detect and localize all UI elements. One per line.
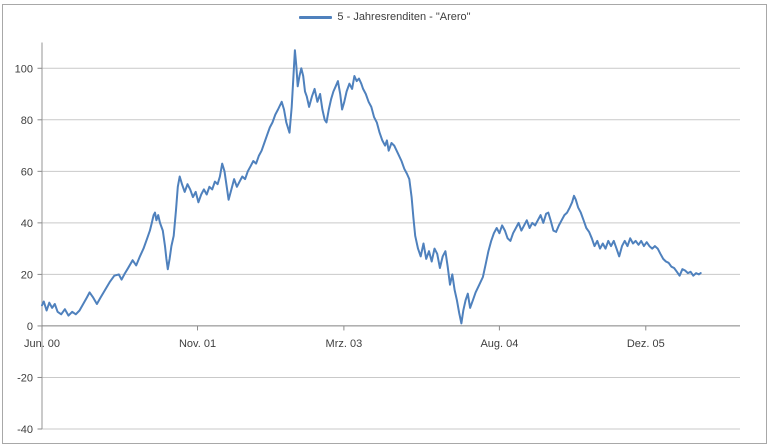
x-tick-label: Jun. 00: [24, 338, 60, 350]
legend[interactable]: 5 - Jahresrenditen - "Arero": [0, 10, 770, 24]
y-tick-label: 100: [15, 63, 33, 75]
y-tick-label: 80: [21, 115, 33, 127]
legend-line-marker: [299, 15, 333, 19]
y-tick-label: 0: [27, 321, 33, 333]
x-tick-label: Aug. 04: [480, 338, 518, 350]
chart-border: [2, 4, 767, 444]
y-tick-label: 20: [21, 269, 33, 281]
x-tick-label: Dez. 05: [627, 338, 665, 350]
legend-label: 5 - Jahresrenditen - "Arero": [337, 11, 471, 23]
y-tick-label: -20: [17, 372, 33, 384]
x-tick-label: Nov. 01: [179, 338, 216, 350]
x-tick-label: Mrz. 03: [326, 338, 363, 350]
series-line[interactable]: [41, 49, 702, 325]
y-tick-label: -40: [17, 424, 33, 436]
y-tick-label: 40: [21, 218, 33, 230]
y-tick-label: 60: [21, 166, 33, 178]
